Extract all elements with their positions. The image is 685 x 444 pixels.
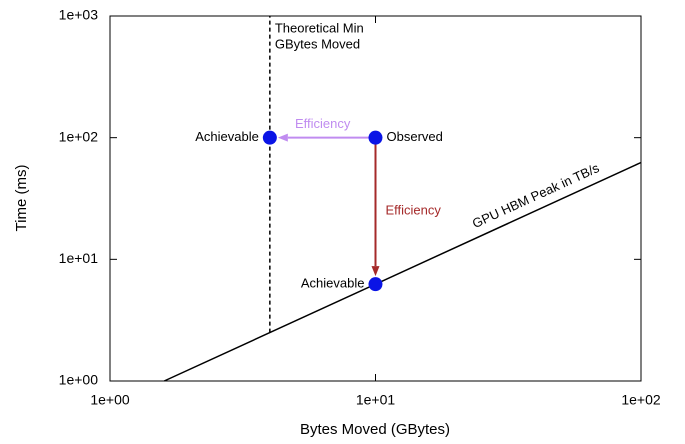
y-tick-label: 1e+03 [59,7,99,23]
point [368,130,383,145]
line-label: Theoretical Min [275,20,364,35]
point [262,130,277,145]
arrow-head [371,266,380,277]
point-label: Achievable [195,129,259,144]
x-tick-label: 1e+01 [356,392,396,408]
arrow-label: Efficiency [295,116,351,131]
x-tick-label: 1e+02 [621,392,661,408]
peak-line [163,161,642,382]
y-tick-label: 1e+00 [59,372,99,388]
point-label: Observed [387,129,443,144]
point [368,277,383,292]
y-axis-label: Time (ms) [13,165,30,232]
line-label: GBytes Moved [275,36,360,51]
arrow-label: Efficiency [386,202,442,217]
line-label: GPU HBM Peak in TB/s [470,160,602,231]
y-tick-label: 1e+01 [59,250,99,266]
x-tick-label: 1e+00 [90,392,130,408]
y-tick-label: 1e+02 [59,128,99,144]
point-label: Achievable [301,276,365,291]
arrow-head [277,133,288,142]
x-axis-label: Bytes Moved (GBytes) [300,421,450,438]
